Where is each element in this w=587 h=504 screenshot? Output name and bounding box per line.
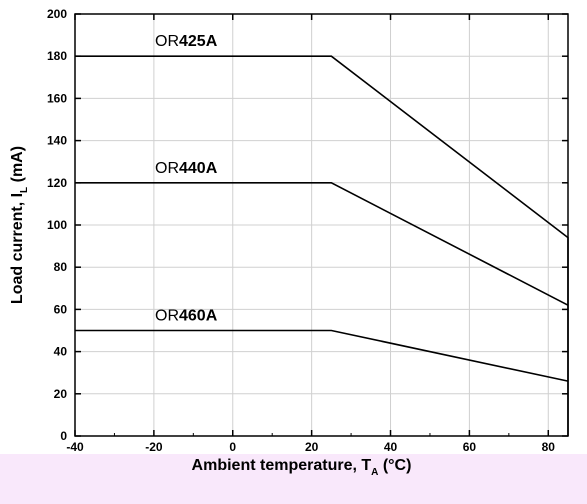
x-tick-label: -20 xyxy=(145,440,163,454)
x-tick-label: 20 xyxy=(305,440,319,454)
x-axis-title-sub: A xyxy=(371,467,378,478)
series-label-model: 425A xyxy=(179,33,218,50)
y-tick-label: 180 xyxy=(47,49,67,63)
x-axis-title: Ambient temperature, TA (°C) xyxy=(192,457,412,478)
x-axis-title-main: Ambient temperature, T xyxy=(192,457,372,474)
x-tick-label: 60 xyxy=(463,440,477,454)
y-tick-label: 200 xyxy=(47,7,67,21)
y-axis-title: Load current, IL (mA) xyxy=(9,146,30,304)
series-line-or425a xyxy=(75,55,569,436)
y-tick-label: 80 xyxy=(54,260,68,274)
grid-layer xyxy=(74,13,568,437)
y-tick-label: 140 xyxy=(47,134,67,148)
y-tick-label: 120 xyxy=(47,176,67,190)
series-label-prefix: OR xyxy=(155,33,179,50)
tick-layer: -40 -20 0 20 40 60 80 0 20 40 60 80 100 120 140 160 180 2… xyxy=(47,7,568,454)
series-label-or440a: OR440A xyxy=(155,160,218,177)
y-axis-title-tail: (mA) xyxy=(9,146,26,187)
y-tick-label: 60 xyxy=(54,302,68,316)
y-tick-label: 160 xyxy=(47,91,67,105)
y-tick-label: 100 xyxy=(47,218,67,232)
footer-band xyxy=(0,454,587,504)
series-layer xyxy=(75,55,569,436)
x-axis-title-tail: (°C) xyxy=(378,457,411,474)
series-label-prefix: OR xyxy=(155,160,179,177)
x-tick-label: 0 xyxy=(229,440,236,454)
series-line-or460a xyxy=(75,329,569,382)
series-label-or425a: OR425A xyxy=(155,33,218,50)
x-tick-label: -40 xyxy=(66,440,84,454)
y-tick-label: 40 xyxy=(54,345,68,359)
series-label-or460a: OR460A xyxy=(155,308,218,325)
y-axis-title-sub: L xyxy=(19,187,30,193)
y-tick-label: 0 xyxy=(60,429,67,443)
series-label-model: 460A xyxy=(179,308,218,325)
y-axis-title-main: Load current, I xyxy=(9,193,26,304)
y-tick-label: 20 xyxy=(54,387,68,401)
series-label-model: 440A xyxy=(179,160,218,177)
x-tick-label: 40 xyxy=(384,440,398,454)
x-tick-label: 80 xyxy=(542,440,556,454)
series-line-or440a xyxy=(75,182,569,306)
series-label-prefix: OR xyxy=(155,308,179,325)
